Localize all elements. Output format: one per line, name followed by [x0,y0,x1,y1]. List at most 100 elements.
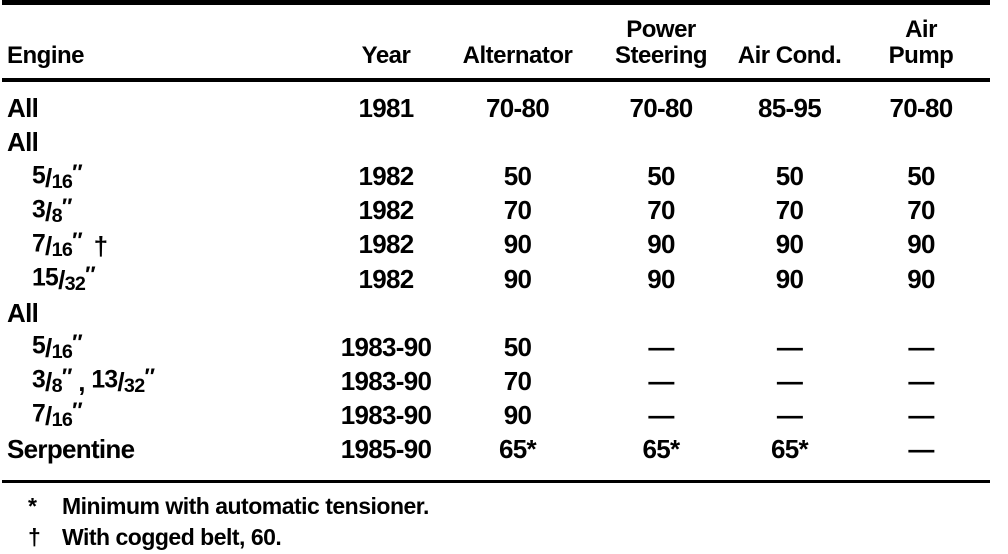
fraction-slash: / [45,231,52,261]
engine-cell: 3/8″ [2,194,332,228]
engine-cell: All [7,127,39,158]
fraction-denominator: 16 [51,409,73,432]
power-steering-cell: 90 [647,229,675,260]
column-header-line: Alternator [462,41,573,69]
fraction-numerator: 7 [32,230,46,258]
column-header-line: Steering [614,41,708,69]
table-bottom-rule [2,480,990,483]
fraction-slash: / [45,401,52,432]
alternator-cell: 90 [503,263,532,294]
air-cond-cell: 65* [771,433,809,464]
air-pump-cell: — [908,331,934,362]
power-steering-cell: 70 [647,195,675,226]
fraction-numerator: 15 [32,264,59,292]
fraction-denominator: 16 [51,238,73,261]
year-cell [332,296,440,330]
column-header-power-steering: Power Steering [595,2,727,82]
engine-cell: All [7,297,39,328]
fraction-slash: / [45,367,52,398]
fraction-numerator: 3 [32,366,46,394]
column-header-line: Year [361,41,411,69]
fraction-denominator: 16 [51,340,73,363]
column-header-line: Pump [888,41,954,69]
alternator-cell: 70-80 [486,93,550,124]
table-row: All [2,126,990,160]
alternator-cell: 90 [503,229,532,260]
engine-cell: All [7,93,39,124]
alternator-cell [440,296,595,330]
year-cell: 1985-90 [340,433,432,464]
table-row: 3/8″ , 13/32″ 1983-90 70 — — — [2,364,990,398]
year-cell: 1982 [358,263,414,294]
power-steering-cell: 90 [647,263,675,294]
air-pump-cell: 70-80 [889,93,954,124]
air-pump-cell: 70 [907,195,935,226]
fraction-slash: / [117,367,124,398]
air-cond-cell: 90 [775,263,804,294]
inch-mark: ″ [61,364,73,390]
fraction-denominator: 16 [51,170,73,193]
footnote-dagger-text: With cogged belt, 60. [62,524,282,550]
inch-mark: ″ [72,398,83,424]
air-pump-cell: — [908,399,934,430]
inch-mark: ″ [61,193,73,219]
table-row: All [2,296,990,330]
power-steering-cell: — [648,331,674,362]
engine-cell: 15/32″ [2,262,332,296]
footnote-asterisk-text: Minimum with automatic tensioner. [62,493,429,519]
fraction-numerator: 5 [32,332,46,360]
fraction-denominator: 8 [51,374,63,397]
year-cell [332,126,440,160]
table-row: 5/16″ 1983-90 50 — — — [2,330,990,364]
air-pump-cell: 90 [907,229,935,260]
air-pump-cell: — [908,433,934,464]
column-header-line: Air Cond. [737,41,842,69]
asterisk-marker: * [28,493,37,519]
inch-mark: ″ [144,364,156,390]
footnote-asterisk: * Minimum with automatic tensioner. [2,491,990,522]
fraction-slash: / [45,333,52,364]
year-cell: 1981 [358,93,414,124]
year-cell: 1982 [358,161,414,192]
table-row: Serpentine 1985-90 65* 65* 65* — [2,432,990,466]
belt-tension-table: Engine Year Alternator Power Steering Air Con… [2,0,990,466]
inch-mark: ″ [72,330,83,356]
column-header-line: Power [626,16,696,43]
table-row: 7/16″ 1983-90 90 — — — [2,398,990,432]
column-header-year: Year [332,2,440,82]
year-cell: 1983-90 [340,365,432,396]
footnote-dagger: † With cogged belt, 60. [2,522,990,553]
column-header-air-pump: Air Pump [852,2,990,82]
power-steering-cell: 50 [647,161,675,192]
engine-cell: Serpentine [7,433,135,464]
fraction-numerator: 3 [32,196,46,224]
fraction-denominator: 32 [123,374,145,397]
fraction-slash: / [58,265,65,296]
table-row: 5/16″ 1982 50 50 50 50 [2,160,990,194]
air-cond-cell [727,296,852,330]
engine-cell: 5/16″ [2,330,332,364]
table-row: 3/8″ 1982 70 70 70 70 [2,194,990,228]
alternator-cell: 90 [503,399,532,430]
table-row: All 1981 70-80 70-80 85-95 70-80 [2,80,990,126]
power-steering-cell: — [648,399,674,430]
year-cell: 1982 [358,195,414,226]
year-cell: 1982 [358,229,414,260]
engine-cell: 5/16″ [2,160,332,194]
air-cond-cell: 50 [775,161,804,192]
column-header-air-cond: Air Cond. [727,2,852,82]
column-header-engine: Engine [2,2,332,82]
alternator-cell: 50 [503,161,532,192]
alternator-cell: 50 [503,331,532,362]
air-cond-cell: 90 [775,229,804,260]
engine-cell: 3/8″ , 13/32″ [32,364,156,398]
footnotes: * Minimum with automatic tensioner. † Wi… [2,491,990,553]
air-pump-cell [852,126,990,160]
dagger-marker: † [28,524,41,550]
air-pump-cell: 50 [907,161,935,192]
engine-cell: 7/16″ [2,398,332,432]
inch-mark: ″ [85,262,96,287]
power-steering-cell [595,126,727,160]
power-steering-cell: 70-80 [629,93,694,124]
